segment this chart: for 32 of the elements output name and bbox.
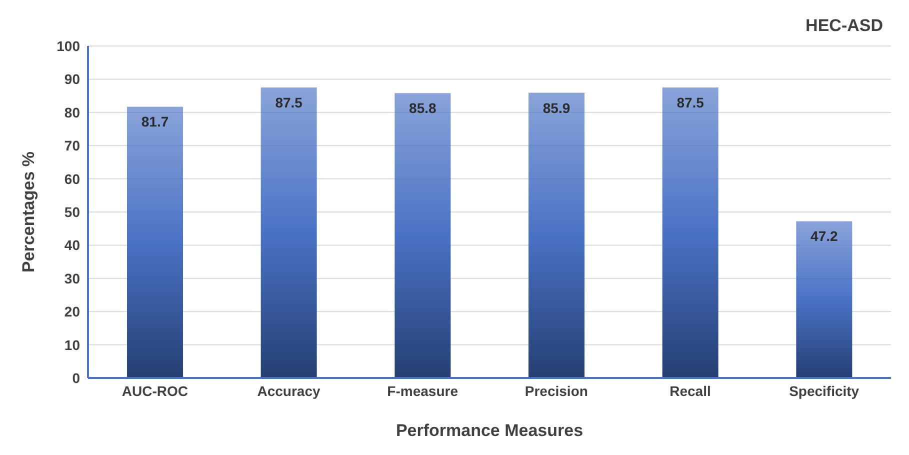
- y-tick-label: 100: [56, 38, 80, 54]
- x-tick-label: Specificity: [789, 382, 860, 399]
- data-label: 85.8: [409, 100, 437, 116]
- x-axis-title: Performance Measures: [396, 421, 584, 440]
- x-tick-label: Precision: [524, 382, 588, 399]
- x-tick-label: F-measure: [387, 382, 458, 399]
- x-tick-label: AUC-ROC: [122, 382, 188, 399]
- data-label: 47.2: [810, 228, 838, 244]
- bar: [394, 93, 451, 378]
- bar: [260, 88, 317, 378]
- y-tick-label: 80: [64, 104, 80, 120]
- data-label: 85.9: [542, 100, 570, 116]
- bar: [796, 221, 852, 378]
- y-tick-label: 60: [64, 170, 80, 187]
- x-tick-label: Recall: [670, 382, 711, 399]
- data-label: 87.5: [275, 94, 303, 110]
- y-tick-label: 50: [64, 204, 80, 220]
- chart-title: HEC-ASD: [806, 16, 883, 36]
- y-axis-title: Percentages %: [19, 152, 38, 272]
- y-tick-label: 0: [72, 370, 80, 386]
- bar: [528, 92, 584, 378]
- y-tick-label: 30: [64, 270, 80, 286]
- data-label: 81.7: [141, 114, 169, 130]
- y-tick-label: 20: [64, 304, 80, 320]
- y-tick-label: 10: [64, 336, 80, 353]
- bar: [127, 106, 183, 378]
- y-tick-label: 40: [64, 237, 80, 254]
- y-tick-label: 90: [64, 71, 80, 88]
- x-tick-label: Accuracy: [257, 382, 320, 399]
- bar: [662, 88, 718, 378]
- data-label: 87.5: [676, 94, 704, 110]
- y-tick-label: 70: [64, 138, 80, 154]
